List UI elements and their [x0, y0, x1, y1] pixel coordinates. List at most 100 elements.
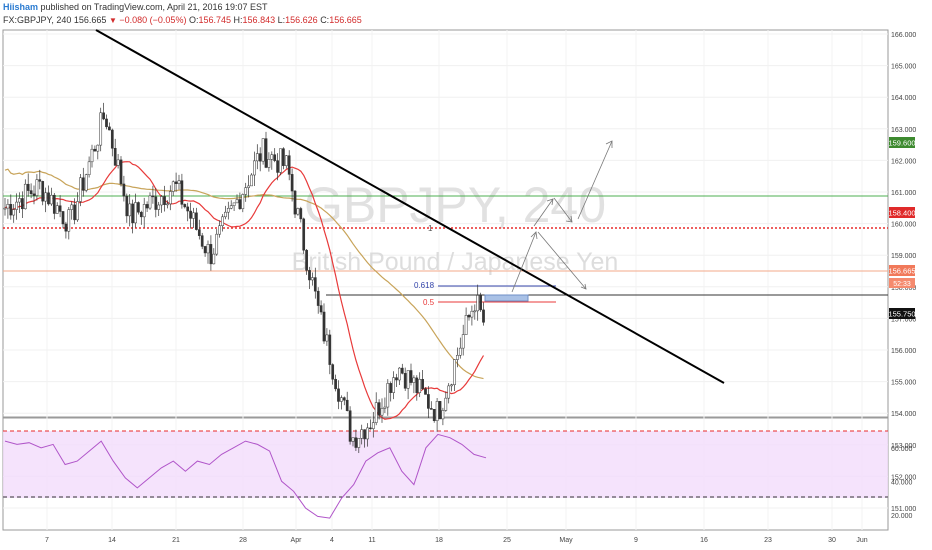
candle-body	[195, 212, 198, 230]
candle-body	[41, 181, 45, 202]
candle-body	[331, 364, 335, 380]
candle-body	[305, 249, 308, 271]
candle-body	[226, 208, 230, 213]
candle-body	[67, 209, 71, 232]
time-tick-label: 30	[828, 537, 836, 544]
candle-body	[351, 437, 355, 442]
candle-body	[360, 429, 364, 439]
publish-text: published on TradingView.com, April 21, …	[40, 2, 268, 12]
candle-body	[131, 203, 134, 224]
candle-body	[421, 379, 424, 390]
candle-body	[386, 383, 390, 408]
candle-body	[200, 235, 204, 247]
candle-body	[148, 195, 152, 209]
candle-body	[438, 401, 442, 420]
candle-body	[287, 155, 291, 175]
support-badge	[889, 308, 915, 319]
candle-body	[168, 191, 172, 205]
candle-body	[377, 402, 381, 416]
candle-body	[482, 309, 485, 323]
time-tick-label: 9	[634, 537, 638, 544]
candle-body	[273, 154, 277, 161]
candle-body	[444, 397, 448, 411]
candle-body	[142, 204, 146, 218]
candle-body	[282, 148, 285, 166]
candle-body	[458, 347, 462, 356]
candle-body	[6, 203, 10, 209]
candle-body	[371, 422, 375, 429]
fib-618-label: 0.618	[414, 281, 435, 290]
candle-body	[32, 193, 36, 196]
candle-body	[389, 383, 393, 393]
arrow-head-icon	[530, 231, 538, 240]
low-label: L:	[277, 15, 286, 25]
candle-body	[348, 410, 352, 442]
rsi-tick-label: 20.000	[891, 513, 913, 520]
price-tick-label: 158.000	[891, 285, 916, 292]
candle-body	[99, 112, 103, 146]
candle-body	[363, 429, 366, 440]
last-price-badge	[889, 265, 915, 276]
candle-body	[139, 211, 143, 218]
candle-body	[76, 201, 79, 221]
candle-body	[229, 205, 233, 209]
candle-body	[276, 160, 279, 173]
candle-body	[284, 155, 288, 166]
price-tick-label: 156.000	[891, 348, 916, 355]
publish-info: Hiisham published on TradingView.com, Ap…	[3, 2, 268, 12]
candle-body	[261, 138, 265, 162]
fib-05-label: 0.5	[423, 298, 435, 307]
time-tick-label: 7	[45, 537, 49, 544]
descending-trendline[interactable]	[95, 29, 725, 384]
candle-body	[250, 174, 253, 187]
candle-body	[61, 211, 65, 225]
candle-body	[380, 408, 384, 416]
target-badge	[889, 137, 915, 148]
candle-body	[244, 187, 248, 195]
last-price-badge-text: 156.665	[888, 267, 915, 276]
candle-body	[105, 118, 108, 128]
candle-body	[470, 310, 474, 318]
arrow-down-2	[553, 197, 573, 223]
price-tick-label: 160.000	[891, 222, 916, 229]
arrow-head-icon	[565, 215, 573, 223]
watermark-symbol: GBPJPY, 240	[304, 177, 606, 233]
candle-body	[52, 194, 56, 214]
candle-body	[113, 148, 117, 166]
candle-body	[435, 401, 439, 421]
target-box[interactable]	[484, 294, 529, 302]
price-tick-label: 164.000	[891, 95, 916, 102]
price-tick-label: 159.000	[891, 253, 916, 260]
candle-body	[464, 315, 468, 335]
time-tick-label: 21	[172, 537, 180, 544]
last-price: 156.665	[73, 15, 107, 25]
candle-body	[253, 160, 256, 176]
candle-body	[73, 204, 76, 221]
candles[interactable]	[3, 102, 485, 454]
price-tick-label: 162.000	[891, 158, 916, 165]
candle-body	[171, 181, 175, 192]
candle-body	[456, 355, 459, 360]
candle-body	[116, 159, 120, 166]
candle-body	[322, 311, 326, 342]
author-name[interactable]: Hiisham	[3, 2, 39, 12]
candle-body	[47, 192, 50, 205]
rsi-tick-label: 60.000	[891, 446, 913, 453]
candle-body	[403, 373, 407, 389]
candle-body	[125, 195, 129, 217]
price-tick-label: 154.000	[891, 411, 916, 418]
price-axis-labels: 151.000 152.000 153.000 154.000 155.000 156.0…	[891, 32, 916, 513]
candle-body	[81, 177, 85, 191]
candle-body	[328, 334, 332, 365]
symbol-label[interactable]: FX:GBPJPY, 240	[3, 15, 72, 25]
candle-body	[354, 437, 358, 448]
time-tick-label: 16	[700, 537, 708, 544]
candle-body	[177, 180, 181, 184]
candle-body	[473, 310, 477, 313]
chart-header: Hiisham published on TradingView.com, Ap…	[0, 0, 932, 30]
candle-body	[3, 207, 7, 210]
candle-body	[395, 377, 398, 381]
candle-body	[224, 211, 227, 218]
candle-body	[270, 154, 274, 160]
